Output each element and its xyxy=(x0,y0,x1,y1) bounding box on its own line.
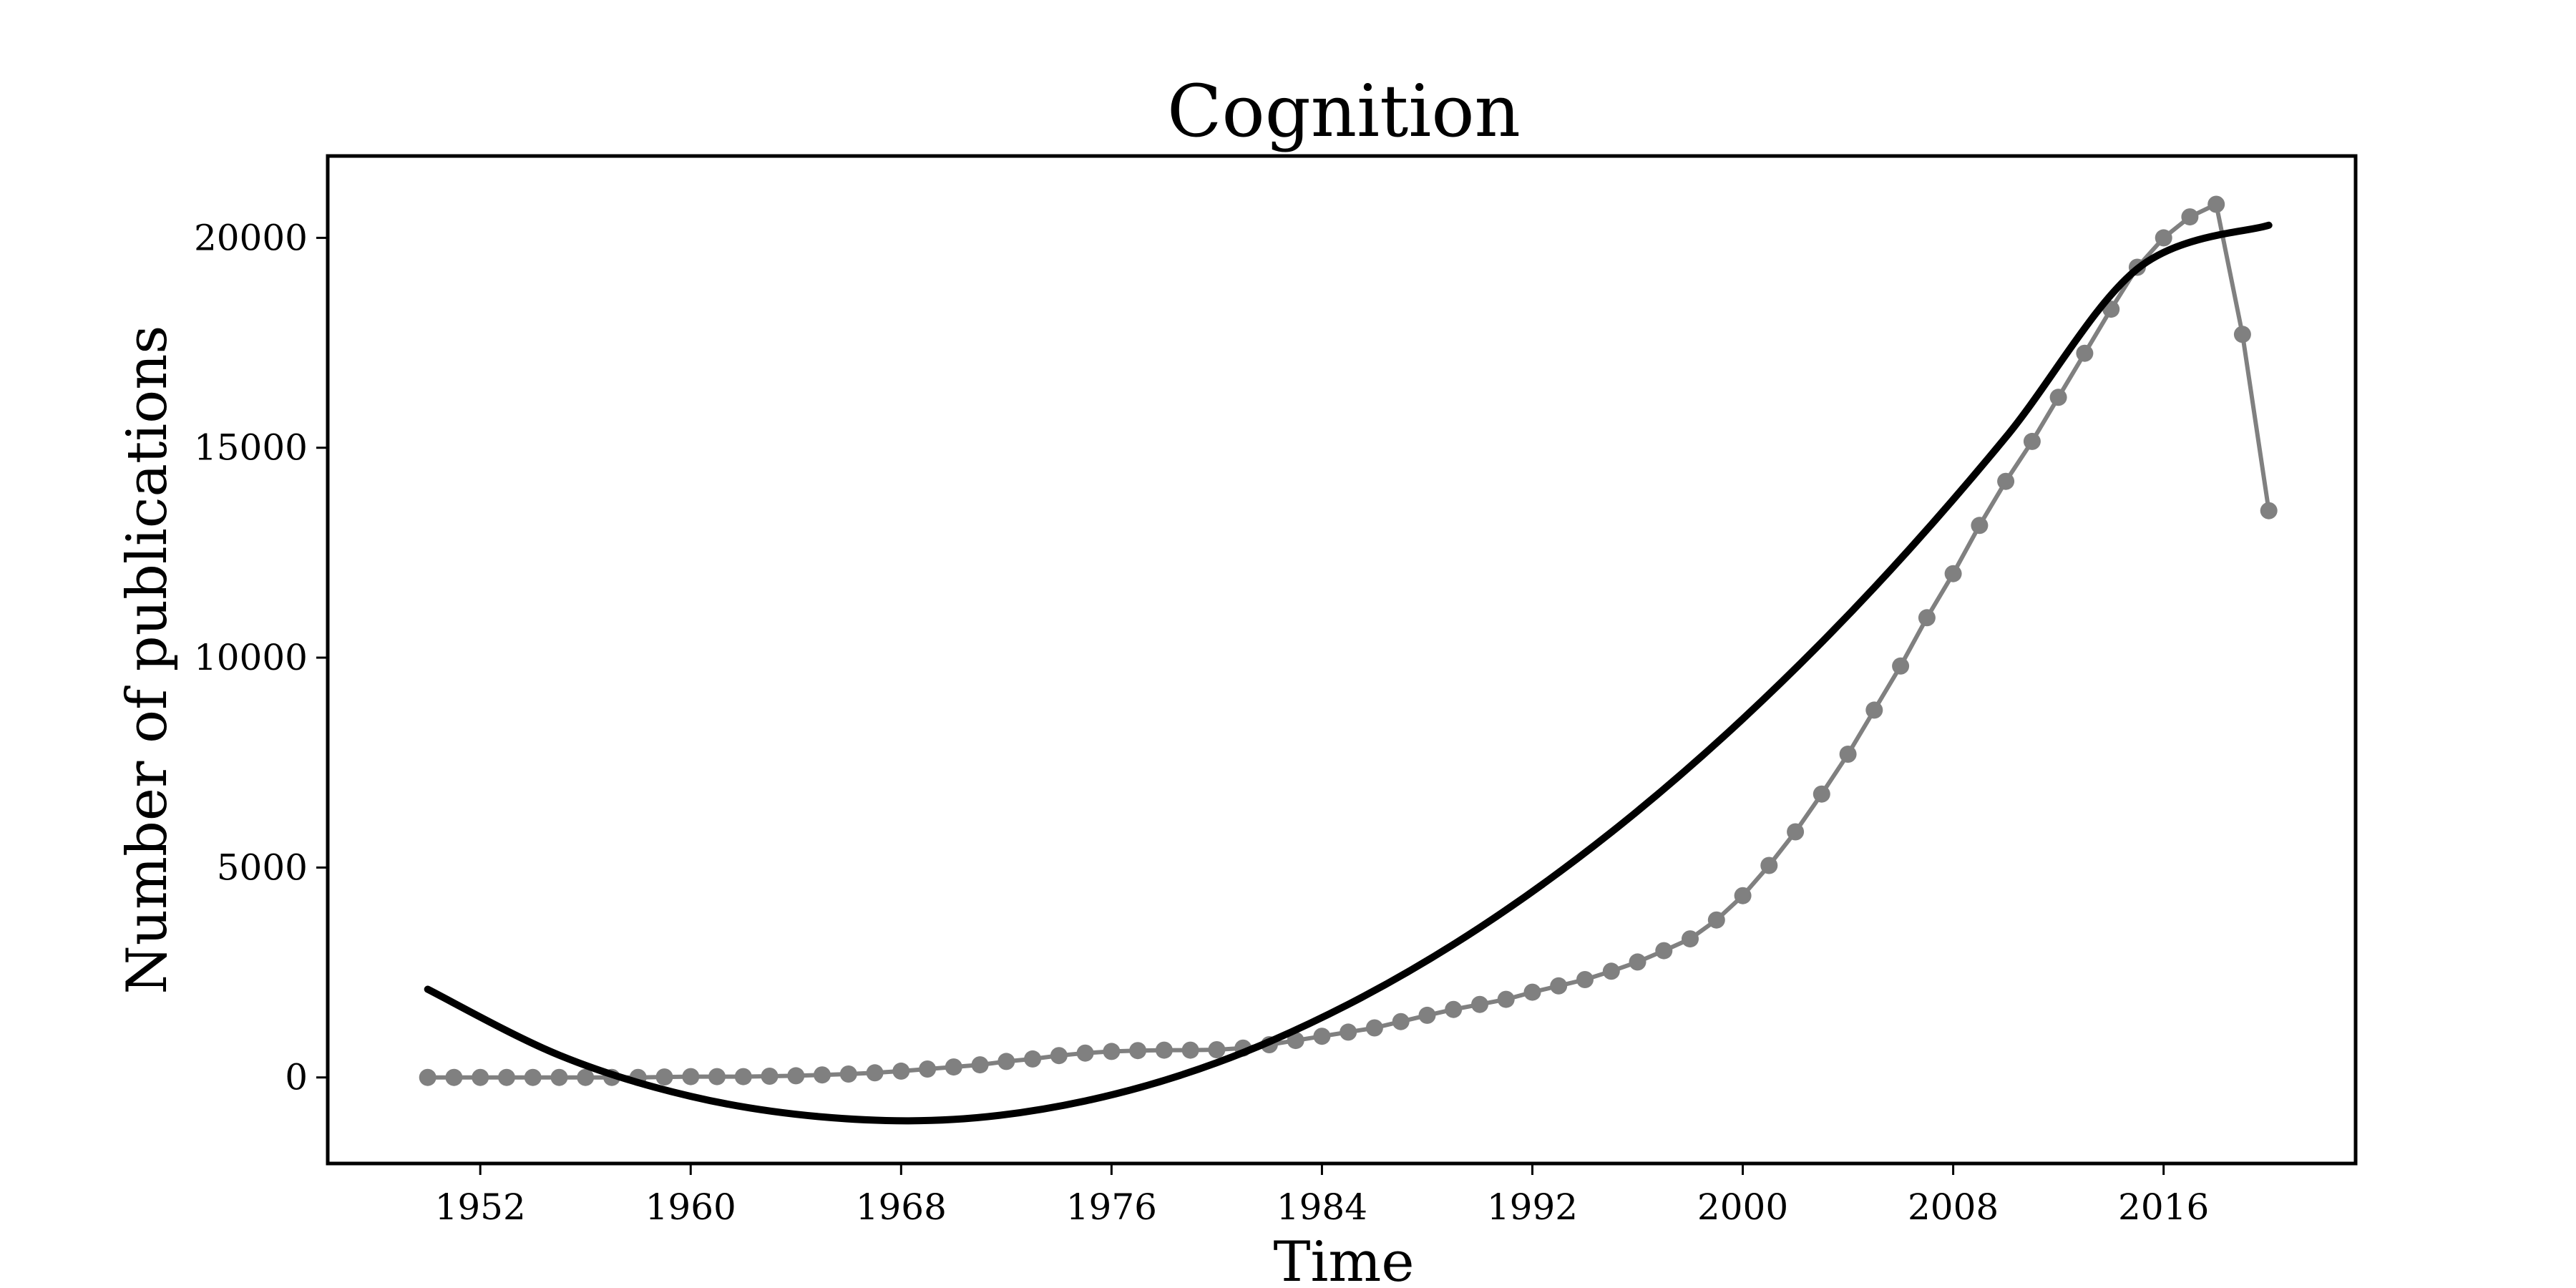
data-point xyxy=(708,1068,726,1085)
data-point xyxy=(997,1053,1015,1070)
data-point xyxy=(1313,1028,1331,1045)
plot-frame xyxy=(326,154,2358,1166)
data-point xyxy=(1918,609,1936,627)
data-point xyxy=(1287,1032,1304,1050)
data-point xyxy=(498,1068,515,1086)
data-point xyxy=(472,1068,489,1086)
data-point xyxy=(524,1068,542,1086)
data-point xyxy=(1971,517,1989,535)
data-point xyxy=(1155,1041,1173,1059)
data-point xyxy=(1129,1042,1147,1060)
data-point xyxy=(1445,1000,1463,1018)
data-point xyxy=(1629,953,1646,971)
data-point xyxy=(1497,990,1515,1008)
x-tick-label: 2016 xyxy=(2118,1186,2209,1228)
data-point xyxy=(734,1068,752,1085)
data-point xyxy=(2076,344,2094,362)
data-point xyxy=(1024,1050,1042,1068)
data-point xyxy=(1418,1006,1436,1024)
y-tick-label: 15000 xyxy=(194,427,308,469)
data-point xyxy=(1208,1041,1226,1058)
data-point xyxy=(1707,911,1725,929)
y-tick-label: 20000 xyxy=(194,217,308,258)
data-point xyxy=(1839,746,1857,763)
data-point xyxy=(945,1058,962,1076)
data-point xyxy=(2023,432,2041,450)
data-point xyxy=(1997,472,2015,490)
data-point xyxy=(1392,1013,1410,1030)
x-tick-label: 1960 xyxy=(645,1186,736,1228)
x-tick-label: 1976 xyxy=(1066,1186,1157,1228)
data-point xyxy=(1787,823,1805,841)
data-point xyxy=(866,1064,884,1082)
y-tick-label: 5000 xyxy=(217,847,308,888)
data-point xyxy=(2181,208,2199,226)
data-point xyxy=(445,1068,463,1086)
data-point xyxy=(655,1068,673,1086)
data-point xyxy=(1813,785,1830,803)
fit-curve xyxy=(424,221,2273,1125)
plot-area xyxy=(419,195,2278,1125)
y-axis-label: Number of publications xyxy=(115,326,180,995)
data-point xyxy=(1655,942,1673,960)
x-tick-label: 2000 xyxy=(1697,1186,1788,1228)
data-point xyxy=(1576,971,1594,988)
data-point xyxy=(1103,1043,1121,1060)
data-point xyxy=(1365,1019,1383,1037)
x-axis-label: Time xyxy=(1273,1230,1414,1288)
data-point xyxy=(1602,962,1620,980)
x-tick-label: 1992 xyxy=(1487,1186,1578,1228)
data-point xyxy=(1181,1041,1199,1059)
data-point xyxy=(1865,701,1883,719)
data-point xyxy=(892,1062,910,1080)
data-point xyxy=(2260,502,2278,519)
data-point xyxy=(1550,977,1568,995)
data-point xyxy=(577,1068,595,1086)
data-point xyxy=(682,1068,700,1085)
data-point xyxy=(1760,857,1778,874)
data-point xyxy=(761,1068,779,1085)
data-point xyxy=(550,1068,568,1086)
data-point xyxy=(2155,229,2172,247)
data-point xyxy=(2207,195,2225,213)
data-point xyxy=(839,1065,857,1083)
y-tick-label: 0 xyxy=(285,1057,308,1098)
chart-title: Cognition xyxy=(1167,69,1521,153)
data-point xyxy=(919,1060,937,1078)
data-point xyxy=(1050,1047,1068,1065)
x-tick-label: 1984 xyxy=(1277,1186,1367,1228)
data-series-line xyxy=(425,202,2271,1080)
data-point xyxy=(419,1068,436,1086)
x-tick-label: 2008 xyxy=(1908,1186,1999,1228)
x-tick-label: 1952 xyxy=(435,1186,526,1228)
data-point xyxy=(1734,887,1752,904)
data-point xyxy=(1682,930,1699,948)
data-point xyxy=(1892,657,1910,675)
data-point xyxy=(1523,983,1541,1001)
y-tick-label: 10000 xyxy=(194,637,308,678)
data-point xyxy=(1471,995,1488,1013)
data-point xyxy=(1944,565,1962,582)
axes: 1952 1960 1968 1976 1984 1992 2000 2008 2016 0 500… xyxy=(194,217,2209,1228)
data-point xyxy=(1076,1044,1094,1062)
data-point xyxy=(2049,389,2067,406)
data-point xyxy=(1340,1023,1357,1041)
data-point xyxy=(971,1056,989,1074)
data-point xyxy=(814,1066,831,1084)
data-point xyxy=(2233,326,2251,343)
x-tick-label: 1968 xyxy=(856,1186,947,1228)
data-point xyxy=(787,1067,805,1085)
